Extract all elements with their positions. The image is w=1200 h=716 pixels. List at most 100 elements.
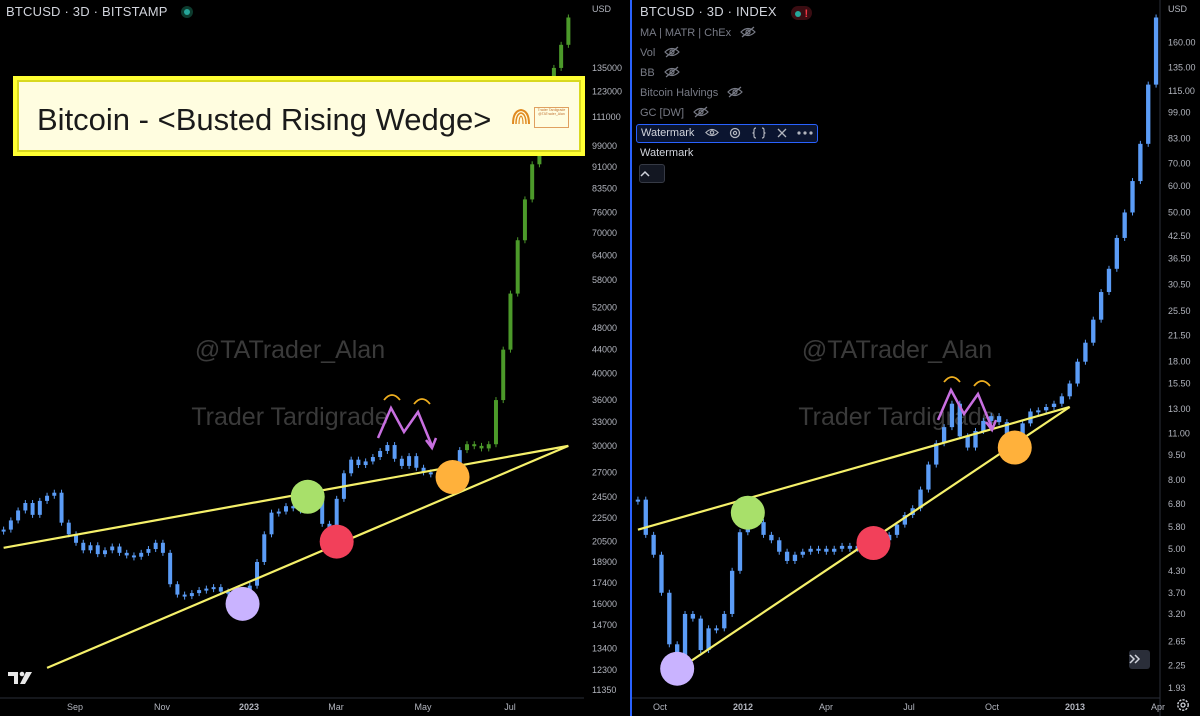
candle (291, 506, 296, 509)
marker-circle (730, 495, 765, 530)
eye-hidden-icon[interactable] (663, 66, 680, 78)
candle (284, 506, 288, 512)
double-chevron-right-icon (1129, 654, 1141, 664)
indicator-vol[interactable]: Vol (640, 46, 681, 59)
indicator-ma-matr-chex[interactable]: MA | MATR | ChEx (640, 26, 756, 39)
panel-divider[interactable]: USD 135000 123000 111000 99000 91000 83500 7600… (584, 0, 632, 716)
y-tick-label: 160.00 (1168, 38, 1196, 48)
x-tick-label: Oct (653, 702, 668, 712)
x-tick-label: Sep (67, 702, 83, 712)
gear-icon (1177, 699, 1189, 711)
indicator-bb[interactable]: BB (640, 66, 680, 79)
y-tick-label: 24500 (592, 492, 617, 502)
candle (792, 554, 798, 561)
candle (1114, 237, 1119, 269)
indicator-watermark-selected[interactable]: Watermark (636, 124, 818, 143)
candle (501, 349, 506, 401)
x-tick-label: Jul (903, 702, 915, 712)
candle (189, 593, 194, 597)
squiggle-right (413, 398, 431, 405)
candle (729, 570, 735, 614)
y-tick-label: 22500 (592, 513, 617, 523)
y-tick-label: 135.00 (1168, 62, 1196, 72)
candle (1075, 361, 1080, 384)
y-tick-label: 48000 (592, 323, 617, 333)
candle (1130, 181, 1135, 213)
candle (493, 400, 498, 445)
candle (197, 590, 202, 594)
candle (832, 548, 837, 552)
eye-hidden-icon[interactable] (740, 26, 756, 38)
more-options-icon[interactable] (797, 131, 813, 135)
candle (515, 240, 520, 294)
y-tick-label: 33000 (592, 417, 617, 427)
y-tick-label: 4.30 (1168, 566, 1186, 576)
candle (973, 430, 978, 448)
candle (1083, 342, 1088, 362)
indicator-bitcoin-halvings[interactable]: Bitcoin Halvings (640, 86, 744, 99)
y-tick-label: 25.50 (1168, 306, 1191, 316)
watermark-name: Trader Tardigrade (798, 403, 995, 431)
candle (421, 467, 426, 473)
candle (508, 293, 513, 350)
y-tick-label: 14700 (592, 620, 617, 630)
y-tick-label: 18.00 (1168, 357, 1191, 367)
x-tick-label: 2013 (1065, 702, 1085, 712)
y-tick-label: 8.00 (1168, 475, 1186, 485)
candle (949, 403, 955, 428)
candle (706, 628, 711, 651)
data-status-badge[interactable]: ! (790, 6, 813, 20)
candle (363, 461, 368, 466)
eye-hidden-icon[interactable] (693, 106, 709, 118)
indicator-gc-dw[interactable]: GC [DW] (640, 106, 709, 119)
candle (918, 489, 923, 509)
price-axis-left[interactable]: USD 135000 123000 111000 99000 91000 83500 7600… (584, 0, 630, 716)
y-tick-label: 42.50 (1168, 231, 1191, 241)
y-tick-label: 83.00 (1168, 133, 1191, 143)
title-annotation[interactable]: Bitcoin - <Busted Rising Wedge> Trader T… (13, 76, 585, 156)
close-icon[interactable] (777, 128, 787, 138)
source-code-icon[interactable] (751, 127, 767, 139)
candle (52, 492, 57, 496)
y-tick-label: 36000 (592, 395, 617, 405)
candle (698, 618, 703, 651)
candle (643, 499, 648, 535)
candle (1004, 422, 1010, 434)
y-tick-label: 52000 (592, 303, 617, 313)
symbol-header-right[interactable]: BTCUSD · 3D · INDEX ! (640, 4, 813, 20)
candle (59, 492, 64, 523)
x-tick-label: Jul (504, 702, 516, 712)
candle (941, 427, 947, 444)
eye-icon[interactable] (705, 127, 719, 138)
x-tick-label: May (414, 702, 432, 712)
candle (902, 515, 908, 525)
chart-settings-button[interactable] (1176, 698, 1192, 714)
chart-right-plot[interactable]: USD 160.00 135.00 115.00 99.00 83.00 70.00 60.0… (632, 0, 1200, 716)
chart-panel-right[interactable]: USD 160.00 135.00 115.00 99.00 83.00 70.00 60.0… (632, 0, 1200, 716)
watermark-handle: @TATrader_Alan (802, 336, 992, 364)
squiggle-left (943, 376, 961, 383)
candle (16, 510, 21, 521)
settings-gear-icon[interactable] (729, 127, 741, 139)
scroll-to-realtime-button[interactable] (1129, 650, 1150, 669)
candle (88, 545, 93, 551)
candle (800, 551, 805, 555)
collapse-legend-button[interactable] (639, 164, 665, 183)
y-tick-label: 76000 (592, 207, 617, 217)
candle (714, 628, 719, 631)
chart-left-plot[interactable]: USD1350001230001110009900091000835007600… (0, 0, 584, 716)
candle (66, 522, 71, 535)
y-tick-label: 27000 (592, 467, 617, 477)
y-tick-label: 11350 (592, 685, 616, 695)
candle (926, 464, 931, 490)
eye-hidden-icon[interactable] (727, 86, 744, 98)
candle (1, 529, 6, 532)
trendline-upper (3, 444, 569, 549)
eye-hidden-icon[interactable] (664, 46, 681, 58)
symbol-header-left[interactable]: BTCUSD · 3D · BITSTAMP (6, 4, 194, 19)
marker-circle (856, 526, 891, 561)
x-tick-label: Mar (328, 702, 344, 712)
chart-panel-left[interactable]: USD1350001230001110009900091000835007600… (0, 0, 584, 716)
candle (722, 613, 727, 629)
candle (1153, 17, 1159, 85)
